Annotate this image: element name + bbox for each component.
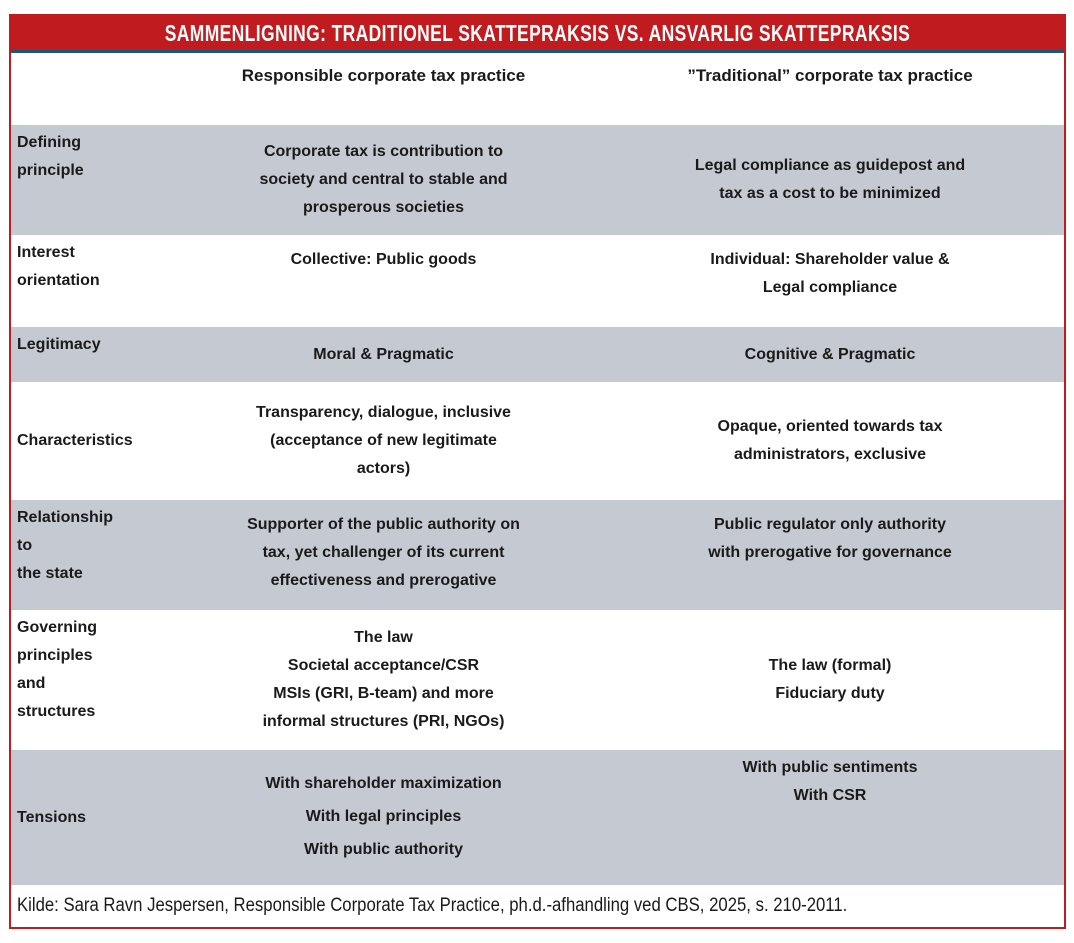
cell-characteristics-traditional: Opaque, oriented towards tax administrat…: [717, 418, 943, 463]
table-row-governing-principles-and-structures: Governing principles and structures The …: [11, 610, 1064, 750]
column-header-traditional: ”Traditional” corporate tax practice: [687, 66, 973, 85]
column-header-row: Responsible corporate tax practice ”Trad…: [11, 53, 1064, 125]
row-label-tensions: Tensions: [17, 808, 87, 826]
cell-governing-responsible: The law Societal acceptance/CSR MSIs (GR…: [262, 629, 505, 730]
cell-interest-orientation-responsible: Collective: Public goods: [290, 251, 477, 268]
cell-characteristics-responsible: Transparency, dialogue, inclusive (accep…: [256, 404, 511, 477]
source-note: Kilde: Sara Ravn Jespersen, Responsible …: [17, 895, 848, 916]
cell-relationship-responsible: Supporter of the public authority on tax…: [247, 516, 520, 589]
row-label-interest-orientation: Interest orientation: [17, 244, 100, 289]
cell-legitimacy-traditional: Cognitive & Pragmatic: [744, 345, 916, 363]
row-label-defining-principle: Defining principle: [17, 134, 84, 179]
cell-defining-principle-responsible: Corporate tax is contribution to society…: [259, 143, 508, 216]
cell-defining-principle-traditional: Legal compliance as guidepost and tax as…: [694, 157, 966, 202]
cell-interest-orientation-traditional: Individual: Shareholder value & Legal co…: [710, 251, 950, 296]
column-header-responsible: Responsible corporate tax practice: [241, 66, 526, 85]
table-row-defining-principle: Defining principle Corporate tax is cont…: [11, 125, 1064, 235]
cell-legitimacy-responsible: Moral & Pragmatic: [313, 345, 454, 363]
column-header-spacer: [11, 53, 211, 125]
table-title: SAMMENLIGNING: TRADITIONEL SKATTEPRAKSIS…: [164, 19, 911, 46]
source-row: Kilde: Sara Ravn Jespersen, Responsible …: [11, 885, 1064, 927]
row-label-legitimacy: Legitimacy: [17, 336, 101, 353]
comparison-table: SAMMENLIGNING: TRADITIONEL SKATTEPRAKSIS…: [9, 14, 1066, 929]
table-row-relationship-to-the-state: Relationship to the state Supporter of t…: [11, 500, 1064, 610]
cell-relationship-traditional: Public regulator only authority with pre…: [708, 516, 952, 561]
row-label-characteristics: Characteristics: [17, 432, 133, 449]
row-label-relationship-to-the-state: Relationship to the state: [17, 509, 114, 582]
row-label-governing-principles-and-structures: Governing principles and structures: [17, 619, 98, 720]
table-row-characteristics: Characteristics Transparency, dialogue, …: [11, 382, 1064, 500]
cell-tensions-traditional: With public sentiments With CSR: [742, 759, 918, 804]
table-title-bar: SAMMENLIGNING: TRADITIONEL SKATTEPRAKSIS…: [11, 16, 1064, 53]
cell-tensions-responsible: With shareholder maximization With legal…: [265, 775, 502, 858]
table-row-tensions: Tensions With shareholder maximization W…: [11, 750, 1064, 885]
table-row-legitimacy: Legitimacy Moral & Pragmatic Cognitive &…: [11, 327, 1064, 382]
cell-governing-traditional: The law (formal) Fiduciary duty: [768, 657, 892, 702]
table-row-interest-orientation: Interest orientation Collective: Public …: [11, 235, 1064, 327]
